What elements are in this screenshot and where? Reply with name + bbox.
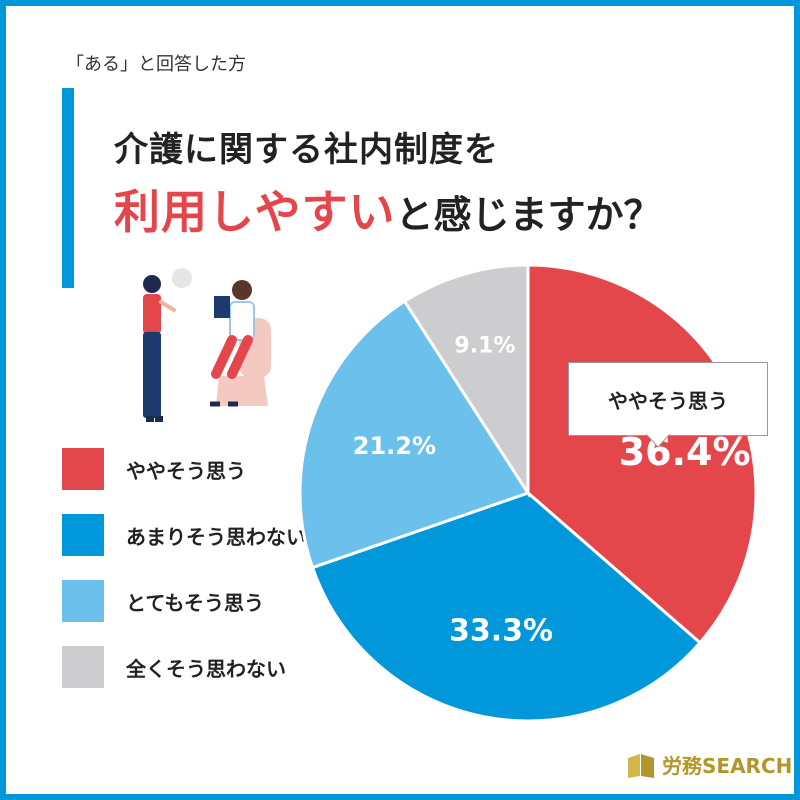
- callout-tail: [646, 434, 670, 448]
- title-rest: と感じますか？: [395, 193, 662, 237]
- title-line-2: 利用しやすいと感じますか？: [114, 176, 662, 242]
- legend-item-3: とてもそう思う: [62, 580, 264, 622]
- brand-logo: 労務SEARCH: [626, 750, 792, 779]
- legend-item-1: ややそう思う: [62, 448, 246, 490]
- legend-item-4: 全くそう思わない: [62, 646, 286, 688]
- legend-swatch-4: [62, 646, 104, 688]
- legend-item-2: あまりそう思わない: [62, 514, 306, 556]
- book-logo-icon: [628, 753, 654, 778]
- legend-swatch-1: [62, 448, 104, 490]
- pie-chart: 36.4% 33.3% 21.2% 9.1%: [298, 263, 758, 723]
- people-illustration: [143, 268, 271, 422]
- pie-slice-2: [310, 491, 703, 723]
- title-accent-bar: [62, 88, 74, 288]
- legend-label-2: あまりそう思わない: [126, 524, 306, 549]
- pie-slice-3: [298, 299, 531, 570]
- callout-box: ややそう思う: [568, 362, 768, 436]
- pie-label-4: 9.1%: [454, 333, 515, 358]
- legend-swatch-3: [62, 580, 104, 622]
- logo-text: 労務SEARCH: [662, 754, 793, 778]
- speech-bubble-icon: [172, 268, 192, 288]
- title-line-1: 介護に関する社内制度を: [114, 130, 499, 170]
- legend-label-3: とてもそう思う: [126, 590, 264, 615]
- legend-swatch-2: [62, 514, 104, 556]
- subtitle: 「ある」と回答した方: [66, 54, 246, 75]
- legend-label-1: ややそう思う: [126, 458, 246, 483]
- pie-slice-4: [402, 263, 530, 499]
- pie-label-3: 21.2%: [353, 432, 436, 460]
- pie-label-2: 33.3%: [449, 613, 553, 648]
- legend-label-4: 全くそう思わない: [126, 656, 286, 681]
- pie-label-1: 36.4%: [619, 430, 751, 474]
- title-highlight: 利用しやすい: [114, 185, 396, 239]
